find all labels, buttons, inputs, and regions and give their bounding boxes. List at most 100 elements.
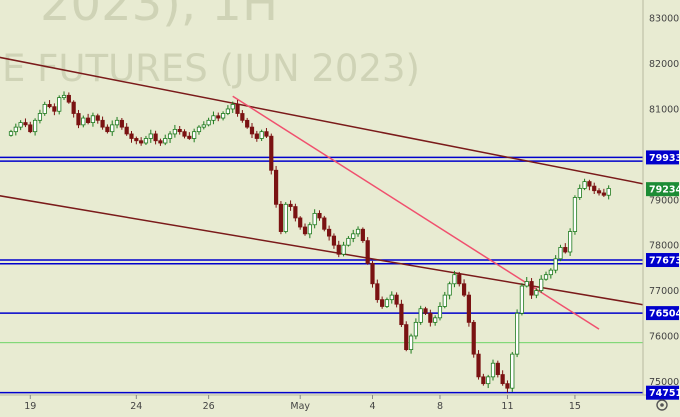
candle-80 bbox=[394, 292, 399, 308]
candle-98 bbox=[481, 373, 486, 386]
candle-17 bbox=[90, 112, 96, 127]
candle-99 bbox=[486, 374, 491, 389]
trend-lines bbox=[0, 56, 667, 330]
candle-122 bbox=[596, 188, 602, 196]
candle-41 bbox=[206, 117, 211, 127]
candle-110 bbox=[539, 275, 544, 293]
candle-18 bbox=[95, 113, 100, 124]
candle-103 bbox=[505, 380, 510, 393]
candle-64 bbox=[317, 210, 322, 221]
candle-85 bbox=[418, 305, 423, 325]
candle-40 bbox=[201, 121, 206, 130]
candle-88 bbox=[433, 315, 438, 326]
candle-120 bbox=[587, 179, 592, 191]
time-tick-4: 4 bbox=[369, 401, 375, 412]
candle-32 bbox=[163, 134, 168, 146]
candle-12 bbox=[66, 92, 71, 104]
settings-gear-icon[interactable] bbox=[656, 399, 668, 411]
candle-102 bbox=[500, 370, 505, 386]
candle-55 bbox=[273, 165, 279, 208]
trend-line-1 bbox=[0, 195, 667, 310]
candle-5 bbox=[33, 118, 38, 136]
candle-70 bbox=[346, 236, 351, 247]
candle-72 bbox=[355, 226, 361, 237]
candle-16 bbox=[86, 113, 91, 125]
candle-20 bbox=[105, 124, 110, 134]
candles bbox=[8, 91, 611, 393]
price-level-labels: 79933 77673 76504 74751 79234 bbox=[646, 150, 680, 400]
candle-106 bbox=[519, 283, 525, 316]
candle-22 bbox=[114, 116, 120, 129]
price-label-79234: 79234 bbox=[649, 185, 680, 196]
candle-91 bbox=[447, 281, 452, 300]
price-axis-panel bbox=[643, 0, 680, 395]
candle-37 bbox=[187, 132, 192, 140]
candle-109 bbox=[534, 288, 539, 299]
candle-94 bbox=[461, 279, 467, 298]
candle-53 bbox=[264, 127, 269, 138]
time-axis-ticks: 19 24 26 May 4 8 11 15 bbox=[24, 395, 581, 412]
candle-105 bbox=[515, 309, 520, 358]
time-tick-24: 24 bbox=[130, 401, 142, 412]
price-label-74751: 74751 bbox=[649, 388, 680, 399]
candle-8 bbox=[47, 100, 52, 109]
candle-100 bbox=[490, 359, 496, 381]
candle-93 bbox=[457, 271, 462, 287]
candle-23 bbox=[119, 118, 124, 130]
candle-124 bbox=[606, 185, 611, 200]
candle-112 bbox=[548, 268, 553, 279]
candle-26 bbox=[134, 136, 139, 145]
candle-108 bbox=[529, 278, 534, 299]
candle-10 bbox=[57, 95, 62, 115]
candle-96 bbox=[471, 319, 476, 358]
candle-114 bbox=[558, 244, 563, 262]
price-tick-81000: 81000 bbox=[649, 104, 679, 115]
candle-76 bbox=[375, 279, 380, 303]
price-label-76504: 76504 bbox=[649, 309, 680, 320]
time-tick-15: 15 bbox=[569, 401, 581, 412]
candle-87 bbox=[428, 309, 433, 327]
candle-92 bbox=[452, 270, 457, 288]
candle-15 bbox=[81, 115, 86, 128]
candle-56 bbox=[278, 201, 284, 235]
candle-77 bbox=[380, 296, 385, 309]
candle-49 bbox=[245, 117, 250, 129]
candle-67 bbox=[331, 233, 337, 249]
candle-75 bbox=[370, 260, 375, 288]
candle-11 bbox=[61, 91, 67, 101]
candle-1 bbox=[13, 123, 18, 136]
candle-33 bbox=[167, 131, 173, 143]
candle-65 bbox=[322, 215, 327, 232]
candle-116 bbox=[568, 228, 573, 256]
candle-118 bbox=[577, 184, 582, 200]
candle-68 bbox=[336, 240, 341, 258]
price-label-bg-0 bbox=[646, 150, 679, 165]
candle-104 bbox=[510, 351, 515, 392]
candle-14 bbox=[76, 109, 81, 129]
candle-43 bbox=[216, 112, 221, 122]
candle-84 bbox=[413, 318, 418, 340]
candle-50 bbox=[249, 123, 255, 139]
candle-54 bbox=[269, 133, 274, 175]
candle-78 bbox=[384, 297, 390, 309]
candle-66 bbox=[327, 225, 332, 241]
candle-19 bbox=[100, 116, 105, 130]
candle-73 bbox=[360, 227, 365, 243]
price-label-77673: 77673 bbox=[649, 256, 680, 267]
candle-38 bbox=[192, 128, 197, 143]
candle-52 bbox=[259, 129, 264, 142]
candle-30 bbox=[153, 130, 158, 145]
candle-89 bbox=[437, 302, 443, 321]
candle-9 bbox=[52, 103, 57, 116]
candle-57 bbox=[283, 202, 288, 234]
price-label-bg-7 bbox=[646, 182, 679, 197]
candle-71 bbox=[351, 229, 356, 243]
candle-82 bbox=[404, 321, 409, 352]
candle-7 bbox=[42, 101, 47, 116]
candle-61 bbox=[302, 223, 308, 236]
candle-86 bbox=[423, 306, 428, 316]
candle-81 bbox=[399, 299, 404, 328]
candle-74 bbox=[365, 237, 370, 265]
candle-58 bbox=[288, 200, 293, 211]
